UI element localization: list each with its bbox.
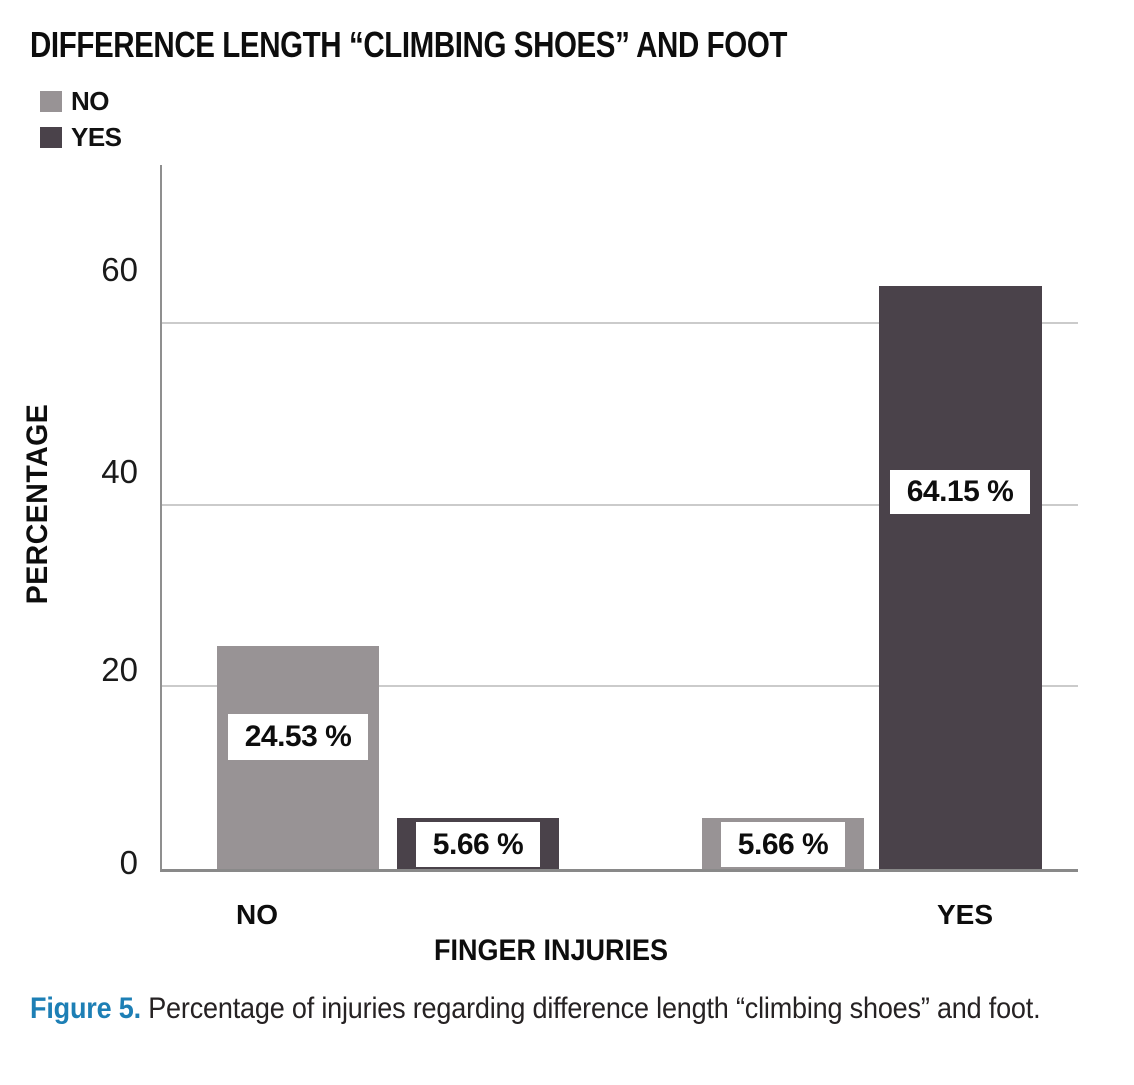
- y-tick-20: 20: [101, 651, 138, 688]
- gridline-20: [162, 685, 1078, 687]
- legend-label-no: NO: [71, 86, 110, 116]
- value-label: 64.15 %: [890, 470, 1030, 514]
- legend-swatch-yes: [40, 127, 62, 148]
- legend-label-yes: YES: [71, 122, 122, 152]
- legend-item-yes: YES: [40, 122, 122, 153]
- figure-caption: Figure 5. Percentage of injuries regardi…: [30, 988, 1092, 1030]
- x-tick-no: NO: [236, 899, 278, 930]
- y-tick-60: 60: [101, 251, 138, 288]
- bar-finger-yes-series-yes: 64.15 %: [879, 286, 1042, 869]
- legend-swatch-no: [40, 91, 62, 112]
- x-tick-yes: YES: [936, 899, 994, 930]
- value-label: 24.53 %: [228, 714, 368, 760]
- y-tick-0: 0: [119, 844, 138, 881]
- bar-finger-no-series-yes: 5.66 %: [397, 818, 559, 869]
- caption-text: Percentage of injuries regarding differe…: [140, 992, 1041, 1025]
- x-axis-title: FINGER INJURIES: [433, 934, 669, 967]
- chart-title: DIFFERENCE LENGTH “CLIMBING SHOES” AND F…: [30, 24, 788, 65]
- bar-finger-yes-series-no: 5.66 %: [702, 818, 864, 869]
- plot-area: 24.53 % 5.66 % 5.66 % 64.15 %: [160, 165, 1078, 872]
- value-label: 5.66 %: [416, 822, 540, 867]
- y-axis-title: PERCENTAGE: [21, 403, 54, 605]
- value-label: 5.66 %: [721, 822, 845, 867]
- gridline-40: [162, 504, 1078, 506]
- y-tick-40: 40: [101, 453, 138, 490]
- bar-finger-no-series-no: 24.53 %: [217, 646, 379, 869]
- legend-item-no: NO: [40, 86, 122, 117]
- legend: NO YES: [40, 86, 122, 153]
- gridline-60: [162, 322, 1078, 324]
- caption-prefix: Figure 5.: [30, 992, 141, 1025]
